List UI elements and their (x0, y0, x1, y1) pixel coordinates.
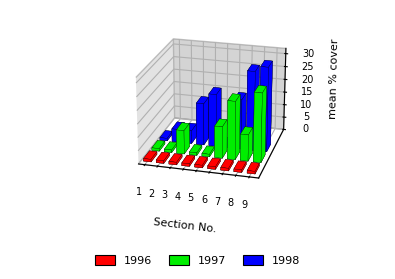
Legend: 1996, 1997, 1998: 1996, 1997, 1998 (90, 251, 305, 271)
X-axis label: Section No.: Section No. (152, 217, 216, 234)
